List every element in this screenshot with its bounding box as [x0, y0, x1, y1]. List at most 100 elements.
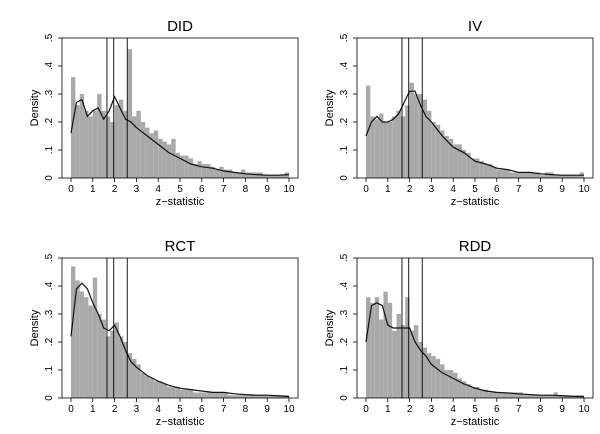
y-axis-label: Density	[324, 309, 336, 346]
histogram-bar	[466, 384, 471, 398]
histogram-bar	[171, 386, 176, 398]
histogram-bar	[249, 172, 255, 178]
histogram-bar	[149, 133, 154, 178]
histogram-bar	[241, 395, 246, 398]
histogram-bar	[88, 116, 93, 178]
histogram-bar	[193, 164, 198, 178]
histogram-bar	[136, 364, 141, 398]
histogram-bar	[387, 122, 393, 178]
x-tick-label: 3	[134, 184, 140, 195]
x-tick-label: 6	[494, 184, 500, 195]
histogram-bar	[427, 110, 432, 178]
histogram-bar	[110, 122, 115, 178]
histogram-bar	[84, 110, 89, 178]
histogram-bar	[392, 116, 397, 178]
histogram-bar	[227, 395, 233, 398]
y-tick-label: .3	[339, 309, 350, 318]
histogram-bar	[575, 175, 580, 178]
histogram-bar	[496, 169, 502, 178]
histogram-bar	[223, 392, 228, 398]
histogram-bar	[518, 392, 523, 398]
y-tick-label: .5	[44, 253, 55, 262]
x-tick-label: 4	[450, 404, 456, 415]
x-axis-label: z−statistic	[156, 416, 205, 428]
histogram-bar	[549, 395, 554, 398]
x-tick-label: 6	[494, 404, 500, 415]
histogram-bar	[201, 164, 207, 178]
y-tick-label: 0	[339, 395, 350, 401]
x-tick-label: 1	[385, 404, 391, 415]
x-tick-label: 7	[516, 404, 522, 415]
histogram-bar	[366, 297, 371, 398]
histogram-bar	[145, 127, 150, 178]
histogram-bar	[562, 175, 567, 178]
histogram-bar	[540, 175, 545, 178]
x-tick-label: 9	[559, 184, 565, 195]
y-tick-label: .2	[44, 337, 55, 346]
y-tick-label: .4	[44, 281, 55, 290]
histogram-bar	[123, 110, 128, 178]
histogram-bar	[509, 172, 515, 178]
histogram-bar	[166, 386, 172, 398]
histogram-bar	[254, 395, 259, 398]
histogram-bar	[262, 175, 268, 178]
histogram-bar	[418, 94, 423, 178]
histogram-bar	[505, 169, 510, 178]
histogram-bar	[522, 395, 528, 398]
y-tick-label: .5	[339, 33, 350, 42]
histogram-bar	[71, 77, 76, 178]
histogram-bar	[479, 161, 484, 178]
histogram-bar	[232, 172, 237, 178]
histogram-bar	[201, 392, 207, 398]
histogram-bar	[206, 392, 211, 398]
histogram-bar	[461, 150, 467, 178]
histogram-bar	[453, 372, 458, 398]
histogram-bar	[271, 395, 276, 398]
y-tick-label: .5	[339, 253, 350, 262]
histogram-bar	[483, 164, 489, 178]
histogram-bar	[553, 175, 558, 178]
histogram-bar	[193, 392, 198, 398]
histogram-bar	[132, 358, 137, 398]
histogram-bar	[435, 358, 441, 398]
histogram-bar	[444, 136, 449, 178]
chart-panel-did: 0 1 2 3 4 5 6 7 8 9 10 0 .1 .2 .3 .4 .5 DID z−statistic Den…	[29, 18, 299, 208]
y-tick-label: .1	[44, 145, 55, 154]
histogram-bar	[422, 347, 428, 398]
histogram-bar	[518, 172, 523, 178]
histogram-bar	[223, 169, 228, 178]
histogram-bar	[271, 175, 276, 178]
x-axis-label: z−statistic	[451, 416, 500, 428]
x-tick-label: 0	[363, 184, 369, 195]
x-tick-label: 9	[264, 404, 270, 415]
x-tick-label: 9	[264, 184, 270, 195]
x-tick-label: 4	[155, 184, 161, 195]
histogram-bar	[123, 342, 128, 398]
x-tick-label: 10	[578, 404, 590, 415]
histogram-bar	[184, 155, 189, 178]
x-tick-label: 8	[538, 404, 544, 415]
histogram-bar	[566, 175, 571, 178]
histogram-bar	[101, 319, 106, 398]
histogram-bar	[162, 141, 167, 178]
histogram-bar	[249, 395, 255, 398]
histogram-bar	[245, 395, 250, 398]
histogram-bar	[258, 395, 263, 398]
chart-panel-rct: 0 1 2 3 4 5 6 7 8 9 10 0 .1 .2 .3 .4 .5 RCT z−statistic Den…	[29, 238, 299, 428]
histogram-bar	[466, 152, 471, 178]
histogram-bar	[396, 110, 401, 178]
x-tick-label: 2	[407, 404, 413, 415]
chart-panel-iv: 0 1 2 3 4 5 6 7 8 9 10 0 .1 .2 .3 .4 .5 IV z−statistic Dens…	[324, 18, 594, 208]
histogram-bar	[210, 166, 215, 178]
histogram-bar	[413, 94, 419, 178]
histogram-bar	[570, 175, 576, 178]
y-tick-label: .3	[44, 309, 55, 318]
histogram-bar	[79, 94, 85, 178]
histogram-bar	[479, 389, 484, 398]
x-tick-label: 4	[450, 184, 456, 195]
y-tick-label: .3	[339, 89, 350, 98]
x-tick-label: 7	[221, 404, 227, 415]
histogram-bar	[374, 119, 380, 178]
x-tick-label: 5	[472, 404, 478, 415]
histogram-bar	[444, 370, 449, 398]
